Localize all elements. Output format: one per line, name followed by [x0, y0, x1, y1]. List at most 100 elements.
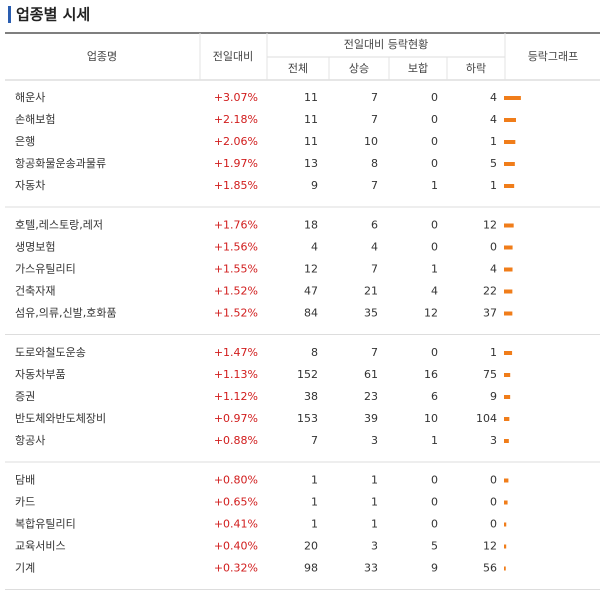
sector-name: 자동차부품	[15, 368, 66, 381]
title: 업종별 시세	[16, 6, 90, 24]
sector-name: 기계	[15, 562, 35, 575]
change-rate: +0.97%	[214, 412, 258, 425]
change-rate: +1.85%	[214, 179, 258, 192]
count-up: 4	[371, 241, 378, 254]
count-down: 37	[483, 307, 497, 320]
count-down: 0	[490, 241, 497, 254]
change-bar	[504, 162, 515, 166]
header-cell: 전일대비	[213, 49, 253, 63]
change-bar	[504, 140, 516, 144]
count-flat: 4	[431, 285, 438, 298]
count-down: 3	[490, 434, 497, 447]
change-bar	[504, 96, 521, 100]
count-flat: 0	[431, 241, 438, 254]
count-total: 4	[311, 241, 318, 254]
sector-name: 카드	[15, 496, 35, 509]
count-down: 0	[490, 518, 497, 531]
change-rate: +1.52%	[214, 285, 258, 298]
change-rate: +0.41%	[214, 518, 258, 531]
count-down: 0	[490, 474, 497, 487]
count-down: 22	[483, 285, 497, 298]
change-bar	[504, 522, 507, 527]
count-total: 152	[297, 368, 318, 381]
count-total: 47	[304, 285, 318, 298]
count-up: 7	[371, 346, 378, 359]
count-down: 75	[483, 368, 497, 381]
count-flat: 9	[431, 562, 438, 575]
change-bar	[504, 223, 514, 228]
count-up: 10	[364, 135, 378, 148]
count-flat: 12	[424, 307, 438, 320]
sector-name: 자동차	[15, 179, 45, 192]
change-bar	[504, 395, 511, 399]
count-total: 1	[311, 474, 318, 487]
count-up: 7	[371, 179, 378, 192]
count-down: 12	[483, 219, 497, 232]
count-flat: 0	[431, 157, 438, 170]
change-bar	[504, 439, 509, 443]
count-flat: 0	[431, 219, 438, 232]
header-cell: 전체	[288, 62, 308, 75]
change-bar	[504, 267, 513, 272]
header-cell: 보합	[408, 62, 428, 75]
sector-name: 가스유틸리티	[15, 263, 76, 276]
count-flat: 0	[431, 91, 438, 104]
count-total: 11	[304, 113, 318, 126]
change-rate: +0.80%	[214, 474, 258, 487]
sector-name: 섬유,의류,신발,호화품	[15, 307, 117, 320]
sector-name: 담배	[15, 474, 35, 487]
count-down: 1	[490, 346, 497, 359]
header-cell: 하락	[466, 61, 486, 75]
header-cell: 업종명	[87, 50, 117, 63]
sector-name: 반도체와반도체장비	[15, 412, 106, 425]
change-rate: +1.13%	[214, 368, 258, 381]
count-down: 4	[490, 113, 497, 126]
sector-name: 호텔,레스토랑,레저	[15, 219, 103, 232]
change-bar	[504, 417, 510, 421]
count-down: 12	[483, 540, 497, 553]
count-flat: 0	[431, 496, 438, 509]
count-up: 7	[371, 91, 378, 104]
count-up: 7	[371, 113, 378, 126]
change-rate: +1.12%	[214, 390, 258, 403]
sector-name: 생명보험	[15, 241, 55, 254]
sector-name: 복합유틸리티	[15, 518, 76, 531]
count-flat: 5	[431, 540, 438, 553]
title-marker	[8, 6, 11, 23]
change-bar	[504, 118, 516, 122]
change-bar	[504, 500, 508, 505]
count-flat: 0	[431, 346, 438, 359]
count-total: 84	[304, 307, 318, 320]
sector-name: 은행	[15, 135, 35, 148]
count-total: 13	[304, 157, 318, 170]
change-rate: +1.47%	[214, 346, 258, 359]
count-up: 3	[371, 434, 378, 447]
count-down: 5	[490, 157, 497, 170]
count-down: 104	[476, 412, 497, 425]
count-flat: 0	[431, 113, 438, 126]
count-total: 12	[304, 263, 318, 276]
change-rate: +1.52%	[214, 307, 258, 320]
count-total: 38	[304, 390, 318, 403]
count-down: 1	[490, 179, 497, 192]
count-up: 23	[364, 390, 378, 403]
count-flat: 0	[431, 135, 438, 148]
sector-name: 손해보험	[15, 112, 55, 126]
change-rate: +1.55%	[214, 263, 258, 276]
count-up: 1	[371, 518, 378, 531]
sector-name: 항공사	[15, 434, 45, 447]
change-rate: +2.18%	[214, 113, 258, 126]
count-flat: 0	[431, 474, 438, 487]
count-total: 18	[304, 219, 318, 232]
change-rate: +1.97%	[214, 157, 258, 170]
sector-name: 도로와철도운송	[15, 346, 86, 359]
sector-name: 건축자재	[15, 285, 55, 298]
count-down: 4	[490, 263, 497, 276]
count-flat: 6	[431, 390, 438, 403]
change-bar	[504, 184, 515, 188]
count-total: 1	[311, 518, 318, 531]
count-up: 21	[364, 285, 378, 298]
count-up: 3	[371, 540, 378, 553]
count-total: 11	[304, 91, 318, 104]
